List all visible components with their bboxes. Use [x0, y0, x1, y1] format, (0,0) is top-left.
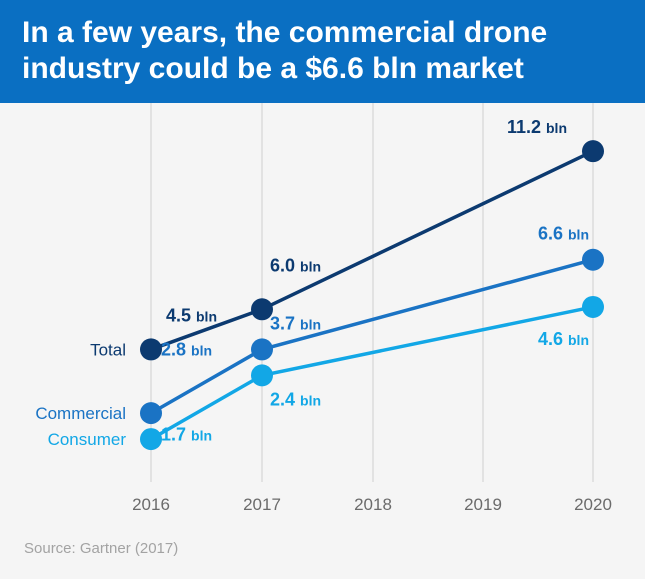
consumer-value-label-2020-unit: bln: [568, 332, 589, 348]
commercial-value-label-2017-unit: bln: [191, 342, 212, 358]
total-point-2020: [582, 140, 604, 163]
commercial-point-2017: [251, 338, 273, 361]
commercial-point-2016: [140, 402, 162, 425]
total-value-label-2020: 11.2 bln: [507, 117, 567, 137]
tick-label-2017: 2017: [243, 495, 281, 514]
source-note: Source: Gartner (2017): [24, 540, 179, 557]
title-banner: In a few years, the commercial drone ind…: [0, 0, 645, 103]
tick-label-2020: 2020: [574, 495, 612, 514]
commercial-value-label-2020: 6.6 bln: [538, 224, 589, 244]
commercial-point-2020: [582, 248, 604, 271]
consumer-value-label-2017: 1.7 bln: [161, 424, 212, 444]
total-point-2016: [140, 338, 162, 361]
chart-title: In a few years, the commercial drone ind…: [22, 16, 548, 85]
total-value-label-2017: 4.5 bln: [166, 305, 217, 325]
consumer-point-2017: [251, 364, 273, 387]
commercial-value-label-2017: 2.8 bln: [161, 339, 212, 359]
consumer-value-label-2020: 4.6 bln: [538, 329, 589, 349]
consumer-point-2020: [582, 295, 604, 318]
commercial-extra-value-label: 3.7 bln: [270, 313, 321, 333]
consumer-extra-value-label-unit: bln: [300, 392, 321, 408]
tick-label-2019: 2019: [464, 495, 502, 514]
consumer-series-label: Consumer: [48, 430, 127, 449]
total-extra-value-label-unit: bln: [300, 258, 321, 274]
commercial-line: [150, 258, 594, 415]
commercial-value-label-2020-unit: bln: [568, 227, 589, 243]
commercial-series-label: Commercial: [35, 404, 126, 423]
total-value-label-2017-unit: bln: [196, 308, 217, 324]
tick-label-2018: 2018: [354, 495, 392, 514]
consumer-value-label-2017-unit: bln: [191, 427, 212, 443]
consumer-point-2016: [140, 428, 162, 451]
total-extra-value-label: 6.0 bln: [270, 255, 321, 275]
total-value-label-2020-unit: bln: [546, 120, 567, 136]
total-point-2017: [251, 298, 273, 321]
total-series-label: Total: [90, 340, 126, 359]
tick-label-2016: 2016: [132, 495, 170, 514]
commercial-extra-value-label-unit: bln: [300, 316, 321, 332]
consumer-extra-value-label: 2.4 bln: [270, 389, 321, 409]
